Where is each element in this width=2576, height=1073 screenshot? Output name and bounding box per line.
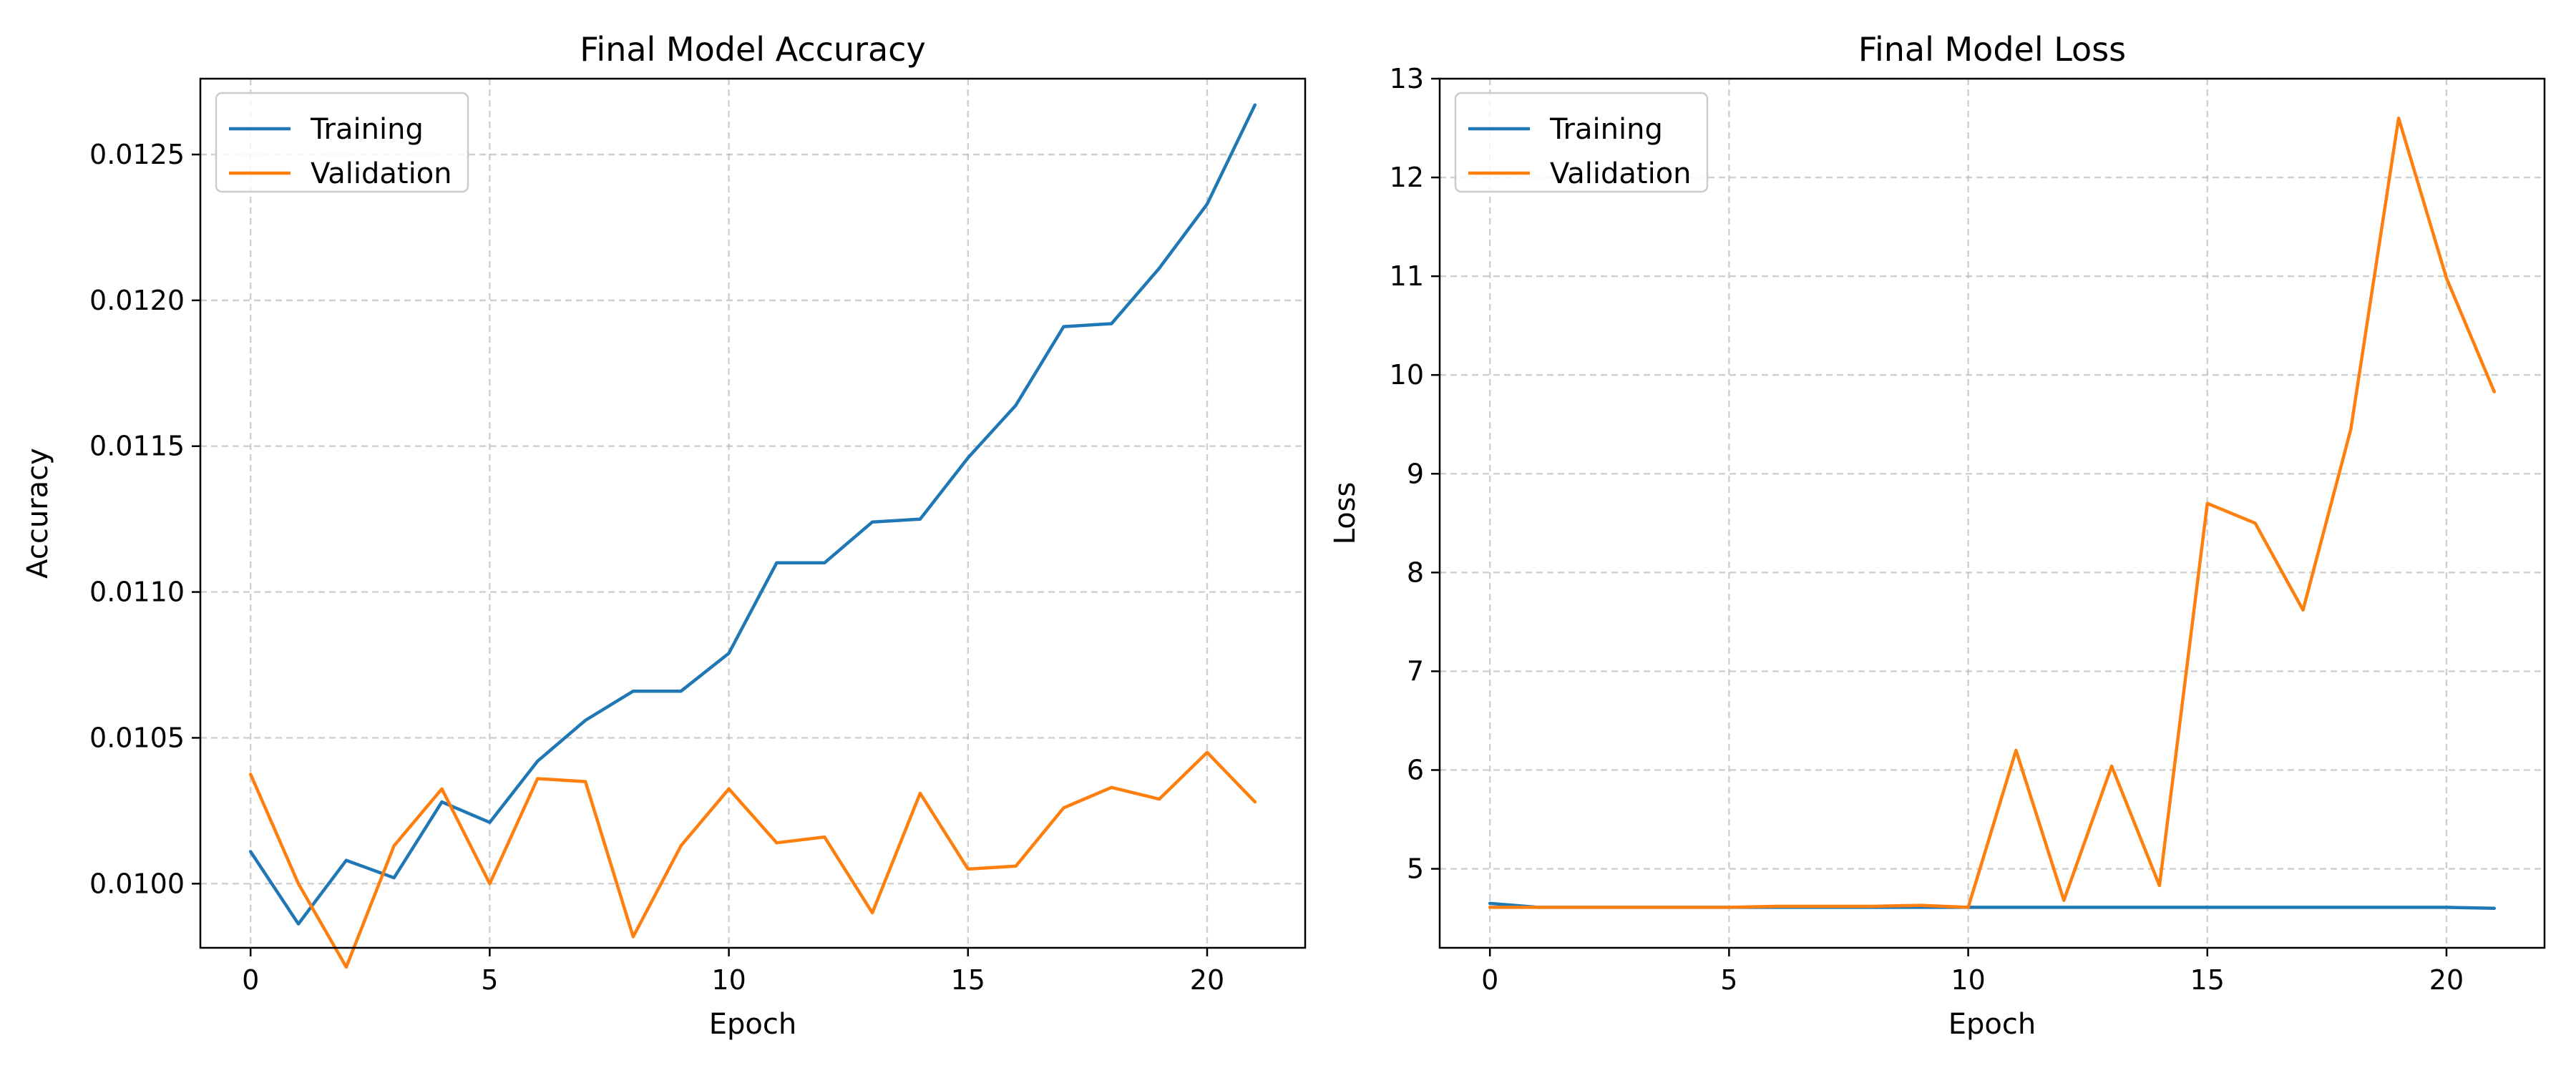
- y-tick-label: 8: [1407, 557, 1424, 588]
- series-line-validation: [1488, 116, 2497, 909]
- x-tick-label: 20: [2429, 964, 2464, 996]
- chart-loss: 0 5 10 15 20 5 6 7 8 9 10 11 12 13 Final Model Loss Epo…: [1329, 30, 2546, 1041]
- chart-title: Final Model Loss: [1858, 30, 2126, 69]
- x-tick-label: 15: [951, 964, 985, 996]
- x-axis-label: Epoch: [1948, 1008, 2036, 1041]
- y-axis-label: Accuracy: [21, 448, 54, 579]
- y-tick-label: 0.0105: [89, 722, 185, 753]
- plot-frame: [199, 77, 1307, 949]
- y-tick-label: 0.0100: [89, 868, 185, 899]
- chart-title: Final Model Accuracy: [580, 30, 925, 69]
- x-tick-label: 15: [2190, 964, 2225, 996]
- y-tick-label: 10: [1390, 359, 1424, 391]
- y-tick-label: 12: [1390, 162, 1424, 193]
- x-tick-label: 0: [242, 964, 259, 996]
- series-line-training: [248, 103, 1257, 926]
- y-tick-label: 0.0115: [89, 431, 185, 462]
- grid: [1440, 77, 2545, 948]
- y-axis-label: Loss: [1329, 482, 1362, 545]
- legend-box: [1454, 92, 1709, 193]
- y-tick-label: 5: [1407, 853, 1424, 885]
- x-tick-label: 20: [1190, 964, 1224, 996]
- plot-frame: [1438, 77, 2546, 949]
- y-tick-label: 0.0125: [89, 139, 185, 170]
- x-tick-label: 5: [1720, 964, 1737, 996]
- legend-label-validation: Validation: [1550, 157, 1692, 190]
- legend-box: [215, 92, 469, 193]
- legend-label-training: Training: [1549, 113, 1663, 146]
- legend: Training Validation: [215, 92, 469, 193]
- chart-accuracy: 0 5 10 15 20 0.0100 0.0105 0.0110 0.0115 0.0120 0.…: [21, 30, 1307, 1041]
- y-tick-label: 0.0110: [89, 577, 185, 608]
- y-tick-label: 11: [1390, 260, 1424, 292]
- y-tick-label: 6: [1407, 754, 1424, 785]
- legend: Training Validation: [1454, 92, 1709, 193]
- series-line-validation: [248, 750, 1257, 969]
- x-axis-label: Epoch: [709, 1008, 796, 1041]
- legend-label-validation: Validation: [311, 157, 452, 190]
- x-tick-label: 0: [1481, 964, 1498, 996]
- y-tick-label: 0.0120: [89, 285, 185, 316]
- y-tick-label: 7: [1407, 655, 1424, 687]
- x-tick-label: 10: [1951, 964, 1985, 996]
- x-tick-label: 5: [481, 964, 498, 996]
- y-tick-label: 9: [1407, 458, 1424, 489]
- legend-label-training: Training: [310, 113, 424, 146]
- x-tick-label: 10: [711, 964, 746, 996]
- y-tick-label: 13: [1390, 63, 1424, 94]
